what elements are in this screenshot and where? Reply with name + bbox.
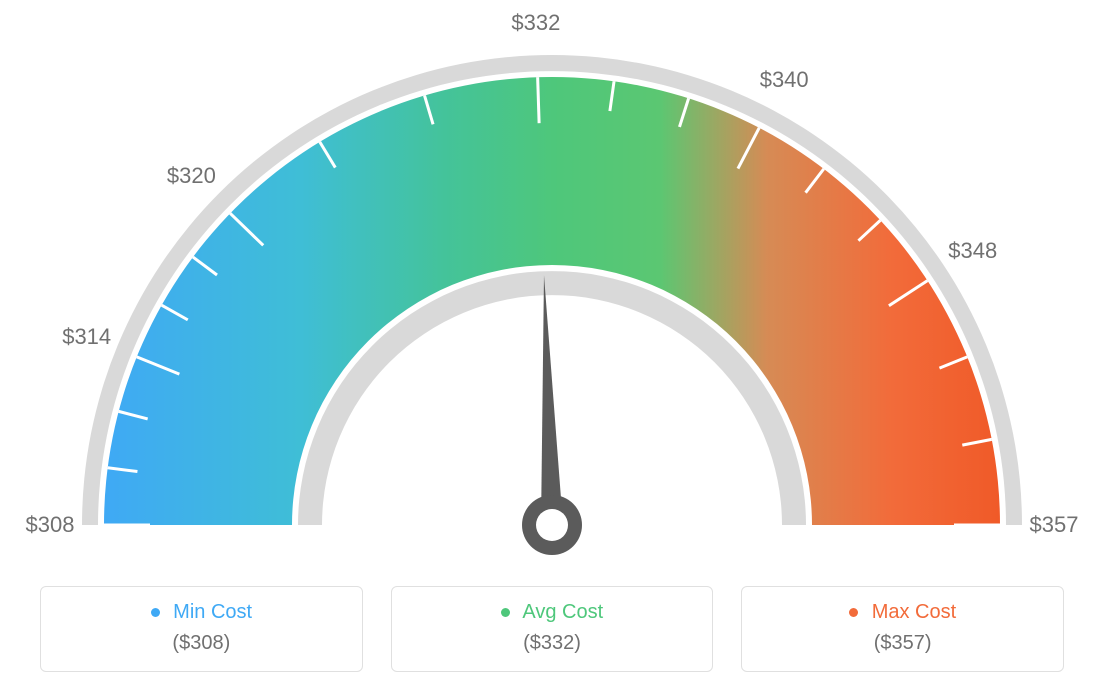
legend-value: ($308) [41, 632, 362, 655]
dot-icon [501, 608, 510, 617]
legend-title-max: Max Cost [742, 601, 1063, 624]
gauge-tick-label: $308 [26, 512, 75, 538]
gauge-tick-label: $314 [62, 324, 111, 350]
gauge-svg [0, 0, 1104, 560]
gauge-tick-label: $320 [167, 163, 216, 189]
legend-label: Avg Cost [522, 601, 603, 623]
legend-card-min: Min Cost ($308) [40, 586, 363, 672]
legend-label: Max Cost [872, 601, 956, 623]
legend-value: ($357) [742, 632, 1063, 655]
legend-value: ($332) [392, 632, 713, 655]
legend-card-max: Max Cost ($357) [741, 586, 1064, 672]
gauge-tick-label: $357 [1030, 512, 1079, 538]
legend-title-avg: Avg Cost [392, 601, 713, 624]
dot-icon [151, 608, 160, 617]
legend-card-avg: Avg Cost ($332) [391, 586, 714, 672]
gauge-tick-label: $348 [948, 238, 997, 264]
gauge-tick-label: $340 [760, 67, 809, 93]
gauge-tick-label: $332 [511, 10, 560, 36]
legend-row: Min Cost ($308) Avg Cost ($332) Max Cost… [0, 586, 1104, 672]
legend-title-min: Min Cost [41, 601, 362, 624]
legend-label: Min Cost [173, 601, 252, 623]
gauge-chart: $308 $314 $320 $332 $340 $348 $357 [0, 0, 1104, 560]
dot-icon [849, 608, 858, 617]
